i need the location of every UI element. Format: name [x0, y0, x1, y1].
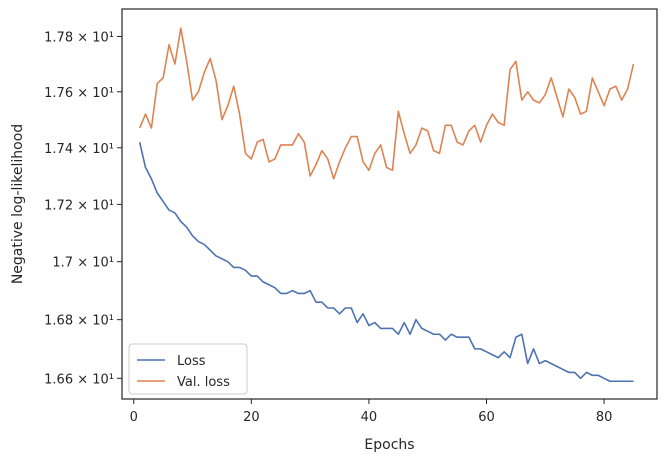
x-tick-label: 60 — [478, 410, 495, 425]
legend: Loss Val. loss — [128, 343, 248, 395]
x-axis-ticks: 0 20 40 60 80 — [130, 399, 613, 425]
x-axis-label: Epochs — [364, 437, 414, 453]
y-tick-label: 1.76 × 10¹ — [44, 86, 114, 101]
x-tick-label: 0 — [130, 410, 138, 425]
y-tick-label: 1.78 × 10¹ — [44, 30, 114, 45]
plot-area — [121, 8, 658, 400]
series-line-val-loss — [138, 27, 635, 180]
legend-label-val-loss: Val. loss — [177, 375, 230, 390]
y-axis-ticks: 1.66 × 10¹ 1.68 × 10¹ 1.7 × 10¹ 1.72 × 10¹ 1… — [44, 30, 122, 387]
y-tick-label: 1.72 × 10¹ — [44, 198, 114, 213]
series-layer — [138, 27, 635, 383]
x-tick-label: 80 — [596, 410, 613, 425]
series-line-loss — [138, 141, 634, 383]
legend-label-loss: Loss — [177, 354, 206, 369]
y-axis-label: Negative log-likelihood — [10, 124, 26, 284]
x-tick-label: 40 — [361, 410, 378, 425]
y-tick-label: 1.66 × 10¹ — [44, 372, 114, 387]
y-tick-label: 1.74 × 10¹ — [44, 142, 114, 157]
x-tick-label: 20 — [243, 410, 260, 425]
y-tick-label: 1.7 × 10¹ — [52, 256, 114, 271]
y-tick-label: 1.68 × 10¹ — [44, 314, 114, 329]
